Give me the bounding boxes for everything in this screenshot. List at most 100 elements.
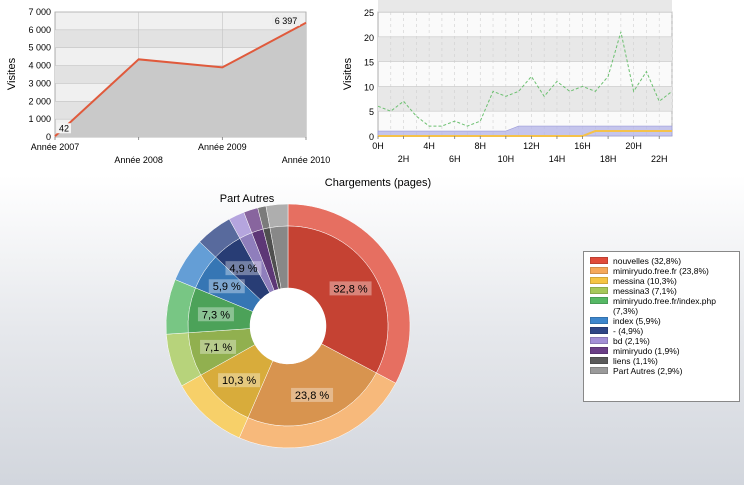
- slice-label: 5,9 %: [213, 281, 241, 293]
- legend-item: bd (2,1%): [590, 336, 735, 346]
- chart2-y-tick: 25: [364, 8, 374, 18]
- slice-label: 23,8 %: [295, 390, 329, 402]
- legend-swatch: [590, 327, 608, 334]
- chart2-y-tick: 10: [364, 82, 374, 92]
- chart2-series-area: [377, 125, 673, 137]
- chart3-legend: nouvelles (32,8%) mimiryudo.free.fr (23,8…: [583, 251, 740, 402]
- chart2-y-tick: 15: [364, 58, 374, 68]
- legend-label: - (4,9%): [613, 326, 644, 336]
- pages-donut-chart: Chargements (pages) Part Autres 32,8 % 23…: [165, 177, 431, 449]
- chart1-y-tick: 7 000: [28, 7, 51, 17]
- chart1-x-tick: Année 2009: [198, 142, 247, 152]
- slice-mimiryudo-free-fr-index-php: [165, 279, 254, 335]
- slice-label: 32,8 %: [333, 283, 367, 295]
- legend-item: liens (1,1%): [590, 356, 735, 366]
- chart1-y-tick: 2 000: [28, 96, 51, 106]
- legend-item: - (4,9%): [590, 326, 735, 336]
- legend-swatch: [590, 337, 608, 344]
- chart2-x-axis: 0H 4H 8H 12H 16H 20H 2H 6H 10H 14H 18H 22H: [372, 136, 667, 164]
- chart2-y-axis-label: Visites: [342, 57, 354, 90]
- legend-label: messina3 (7,1%): [613, 286, 677, 296]
- chart2-x-tick: 18H: [600, 154, 617, 164]
- legend-swatch: [590, 357, 608, 364]
- slice-label-bg: [197, 307, 234, 322]
- chart1-y-tick: 6 000: [28, 25, 51, 35]
- chart1-y-tick: 4 000: [28, 61, 51, 71]
- chart2-band: [378, 86, 672, 112]
- slice-label: 10,3 %: [222, 375, 256, 387]
- chart1-y-axis: 0 1 000 2 000 3 000 4 000 5 000 6 000 7 000: [28, 7, 51, 142]
- chart1-y-tick: 1 000: [28, 114, 51, 124]
- chart2-band: [378, 0, 672, 12]
- slice-label-bg: [200, 339, 237, 354]
- legend-swatch: [590, 277, 608, 284]
- legend-label: messina (10,3%): [613, 276, 677, 286]
- legend-label: nouvelles (32,8%): [613, 256, 682, 266]
- yearly-visits-chart: 0 1 000 2 000 3 000 4 000 5 000 6 000 7 000 Ann…: [6, 7, 330, 165]
- legend-item: messina (10,3%): [590, 276, 735, 286]
- legend-item: mimiryudo.free.fr/index.php (7,3%): [590, 296, 735, 316]
- chart2-x-tick: 12H: [523, 141, 540, 151]
- legend-swatch: [590, 317, 608, 324]
- slice-part-autres: [265, 203, 289, 289]
- chart1-data-label: 6 397: [275, 16, 298, 26]
- chart1-band: [55, 29, 306, 48]
- chart1-x-axis: Année 2007 Année 2008 Année 2009 Année 2010: [31, 137, 330, 165]
- legend-label: Part Autres (2,9%): [613, 366, 683, 376]
- slice-label: 7,3 %: [202, 309, 230, 321]
- chart3-slice-labels: 32,8 % 23,8 % 10,3 % 7,1 % 7,3 % 5,9 % 4,9 %: [197, 261, 372, 402]
- legend-swatch: [590, 347, 608, 354]
- legend-item: nouvelles (32,8%): [590, 256, 735, 266]
- chart3-inner-title: Part Autres: [220, 193, 275, 205]
- legend-label: mimiryudo.free.fr (23,8%): [613, 266, 709, 276]
- legend-label: index (5,9%): [613, 316, 661, 326]
- chart2-x-tick: 10H: [498, 154, 515, 164]
- legend-item: Part Autres (2,9%): [590, 366, 735, 376]
- legend-label: mimiryudo (1,9%): [613, 346, 680, 356]
- chart2-x-tick: 6H: [449, 154, 461, 164]
- chart2-x-tick: 2H: [398, 154, 410, 164]
- chart1-visits-line: [54, 21, 307, 137]
- hourly-visits-chart: 0 5 10 15 20 25 0H 4H 8H 12H 16H 20H 2H 6H 10H 14H 18H 2…: [342, 0, 673, 164]
- chart3-title: Chargements (pages): [325, 177, 431, 189]
- legend-item: messina3 (7,1%): [590, 286, 735, 296]
- legend-swatch: [590, 367, 608, 374]
- chart1-data-labels: 42 6 397: [57, 14, 300, 134]
- chart2-band: [378, 36, 672, 62]
- chart2-series-line: [378, 130, 672, 137]
- chart2-x-tick: 20H: [625, 141, 642, 151]
- slice-label-bg: [329, 281, 372, 296]
- legend-item: index (5,9%): [590, 316, 735, 326]
- chart2-x-tick: 0H: [372, 141, 384, 151]
- chart2-x-tick: 4H: [423, 141, 435, 151]
- chart1-data-label-bg: [272, 14, 300, 26]
- chart1-x-tick: Année 2007: [31, 142, 80, 152]
- chart2-y-tick: 5: [369, 107, 374, 117]
- chart1-y-tick: 0: [46, 132, 51, 142]
- chart1-area-fill: [55, 22, 306, 138]
- slice-label-bg: [225, 261, 262, 276]
- legend-label: liens (1,1%): [613, 356, 658, 366]
- slice-label: 4,9 %: [229, 263, 257, 275]
- chart2-x-tick: 22H: [651, 154, 668, 164]
- chart1-data-label: 42: [59, 123, 69, 133]
- slice-label-bg: [291, 387, 334, 402]
- chart2-y-tick: 0: [369, 132, 374, 142]
- chart2-x-tick: 8H: [475, 141, 487, 151]
- chart2-x-tick: 16H: [574, 141, 591, 151]
- chart2-y-tick: 20: [364, 33, 374, 43]
- chart1-data-label-bg: [57, 123, 71, 134]
- slice-messina3: [166, 328, 256, 387]
- legend-swatch: [590, 257, 608, 264]
- chart2-series-dashed: [377, 31, 673, 127]
- chart2-x-tick: 14H: [549, 154, 566, 164]
- chart2-plot-area: [377, 11, 673, 137]
- chart1-y-tick: 3 000: [28, 78, 51, 88]
- legend-label: mimiryudo.free.fr/index.php (7,3%): [613, 296, 716, 316]
- slice-label-bg: [218, 373, 261, 388]
- chart2-y-axis: 0 5 10 15 20 25: [364, 8, 374, 142]
- legend-swatch: [590, 287, 608, 294]
- chart1-y-tick: 5 000: [28, 43, 51, 53]
- chart2-bands: [378, 0, 672, 112]
